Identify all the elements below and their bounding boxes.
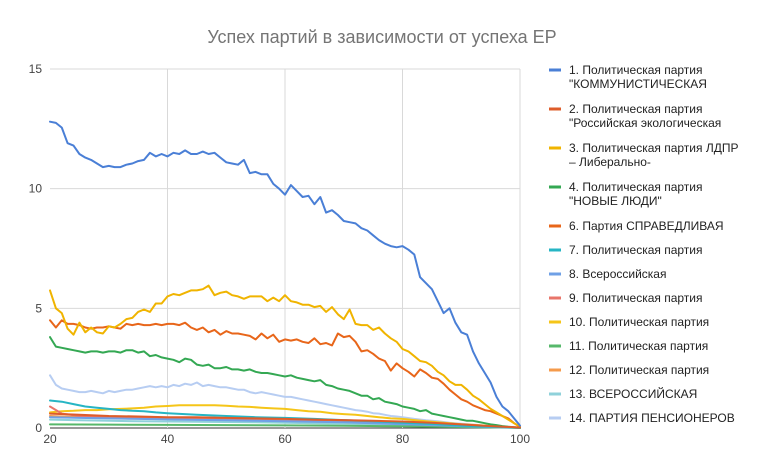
y-tick-label: 5 — [35, 301, 42, 315]
legend-label-2: 2. Политическая партия "Российская эколог… — [569, 102, 721, 130]
legend: 1. Политическая партия "КОММУНИСТИЧЕСКАЯ 2… — [549, 63, 738, 425]
legend-label-7: 8. Всероссийская — [569, 267, 666, 281]
legend-label-11: 12. Политическая партия — [569, 363, 709, 377]
legend-label-10: 11. Политическая партия — [569, 339, 708, 353]
plot-area — [49, 120, 521, 429]
series-line-1 — [49, 120, 521, 427]
y-tick-label: 10 — [29, 182, 43, 196]
series-line-4 — [49, 336, 521, 429]
x-tick-label: 60 — [278, 432, 292, 446]
series-line-13 — [49, 374, 521, 429]
legend-label-5: 6. Партия СПРАВЕДЛИВАЯ — [569, 219, 724, 233]
legend-label-8: 9. Политическая партия — [569, 291, 703, 305]
x-tick-label: 20 — [43, 432, 57, 446]
legend-label-12: 13. ВСЕРОССИЙСКАЯ — [569, 386, 697, 401]
series-line-6 — [49, 399, 521, 429]
legend-label-4: 4. Политическая партия "НОВЫЕ ЛЮДИ" — [569, 180, 703, 208]
x-tick-label: 80 — [396, 432, 410, 446]
axes: 0 5 10 15 20 40 60 80 100 — [29, 62, 531, 446]
chart-title: Успех партий в зависимости от успеха ЕР — [207, 27, 556, 47]
x-tick-label: 100 — [510, 432, 530, 446]
y-tick-label: 0 — [35, 421, 42, 435]
legend-label-13: 14. ПАРТИЯ ПЕНСИОНЕРОВ — [569, 411, 735, 425]
legend-label-3: 3. Политическая партия ЛДПР – Либерально- — [569, 141, 738, 169]
series-line-10 — [49, 423, 521, 429]
legend-label-6: 7. Политическая партия — [569, 243, 703, 257]
series-line-5 — [49, 319, 521, 428]
legend-label-1: 1. Политическая партия "КОММУНИСТИЧЕСКАЯ — [569, 63, 707, 91]
grid — [50, 68, 521, 429]
legend-label-9: 10. Политическая партия — [569, 315, 709, 329]
y-tick-label: 15 — [29, 62, 43, 76]
series-line-2 — [49, 412, 521, 429]
series-line-3 — [49, 284, 521, 428]
x-tick-label: 40 — [161, 432, 175, 446]
